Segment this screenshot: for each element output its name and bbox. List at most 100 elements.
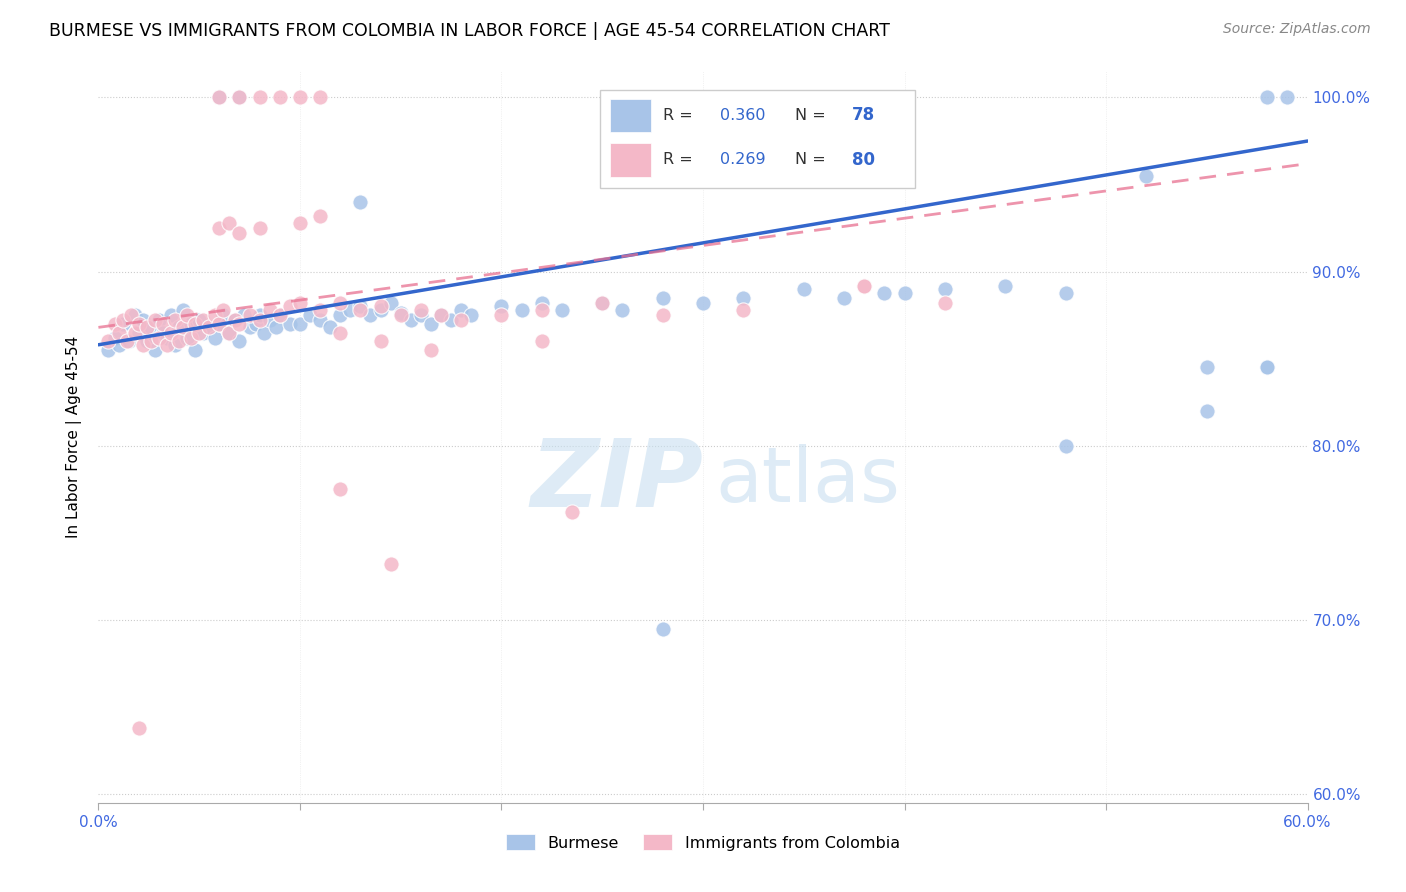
Point [793, 282, 815, 296]
Point [193, 326, 215, 340]
Point [148, 313, 170, 327]
Point [450, 302, 472, 317]
Point [1054, 285, 1077, 300]
Point [97, 334, 120, 349]
Point [208, 221, 231, 235]
Point [692, 296, 714, 310]
Point [360, 308, 382, 322]
Point [853, 278, 876, 293]
Point [309, 313, 332, 327]
Point [259, 302, 281, 317]
Point [208, 90, 231, 104]
Point [409, 302, 432, 317]
Point [269, 90, 291, 104]
Point [132, 313, 155, 327]
Point [491, 300, 513, 314]
Point [530, 302, 553, 317]
Point [208, 90, 231, 104]
Point [135, 320, 157, 334]
Point [380, 558, 402, 572]
Point [180, 331, 202, 345]
Point [172, 302, 194, 317]
Point [591, 296, 613, 310]
Point [111, 317, 134, 331]
Point [389, 306, 412, 320]
Point [264, 320, 287, 334]
Point [118, 334, 141, 349]
Point [103, 317, 125, 331]
Point [259, 313, 281, 327]
Point [97, 343, 120, 357]
Point [309, 209, 332, 223]
Point [245, 317, 267, 331]
Point [733, 291, 755, 305]
Point [167, 320, 190, 334]
Point [148, 331, 170, 345]
Point [853, 278, 876, 293]
Point [349, 194, 371, 209]
Point [193, 313, 215, 327]
Point [651, 308, 673, 322]
Point [198, 320, 221, 334]
Text: BURMESE VS IMMIGRANTS FROM COLOMBIA IN LABOR FORCE | AGE 45-54 CORRELATION CHART: BURMESE VS IMMIGRANTS FROM COLOMBIA IN L… [49, 22, 890, 40]
Point [460, 308, 482, 322]
Point [204, 331, 226, 345]
Point [120, 308, 142, 322]
Point [530, 334, 553, 349]
Text: ZIP: ZIP [530, 435, 703, 527]
Point [228, 90, 250, 104]
Point [249, 308, 271, 322]
Point [124, 308, 146, 322]
Point [288, 216, 311, 230]
Point [198, 320, 221, 334]
Point [249, 90, 271, 104]
Point [832, 291, 855, 305]
Point [370, 334, 392, 349]
Point [132, 338, 155, 352]
Point [934, 296, 956, 310]
Point [380, 296, 402, 310]
Point [184, 317, 207, 331]
Y-axis label: In Labor Force | Age 45-54: In Labor Force | Age 45-54 [66, 336, 83, 538]
Point [239, 320, 262, 334]
Point [1256, 360, 1278, 375]
Point [370, 302, 392, 317]
Point [107, 338, 129, 352]
Point [370, 300, 392, 314]
Point [491, 308, 513, 322]
Point [208, 317, 231, 331]
Point [163, 338, 186, 352]
Point [934, 282, 956, 296]
Point [176, 331, 198, 345]
Point [733, 302, 755, 317]
Point [510, 302, 533, 317]
Point [152, 317, 174, 331]
Point [1256, 90, 1278, 104]
Point [1135, 169, 1157, 183]
Point [651, 291, 673, 305]
Point [329, 483, 352, 497]
Point [212, 302, 235, 317]
Point [111, 313, 134, 327]
Point [1195, 360, 1218, 375]
Point [232, 308, 254, 322]
Point [299, 308, 322, 322]
Point [107, 326, 129, 340]
Point [128, 326, 150, 340]
Point [1256, 360, 1278, 375]
Point [218, 326, 240, 340]
Point [176, 308, 198, 322]
Point [1195, 404, 1218, 418]
Point [249, 221, 271, 235]
Point [228, 334, 250, 349]
Point [349, 302, 371, 317]
Point [440, 313, 463, 327]
Point [143, 343, 166, 357]
Point [180, 317, 202, 331]
Point [420, 317, 443, 331]
Point [188, 326, 211, 340]
Point [288, 90, 311, 104]
Point [172, 320, 194, 334]
Point [253, 326, 276, 340]
Point [128, 317, 150, 331]
